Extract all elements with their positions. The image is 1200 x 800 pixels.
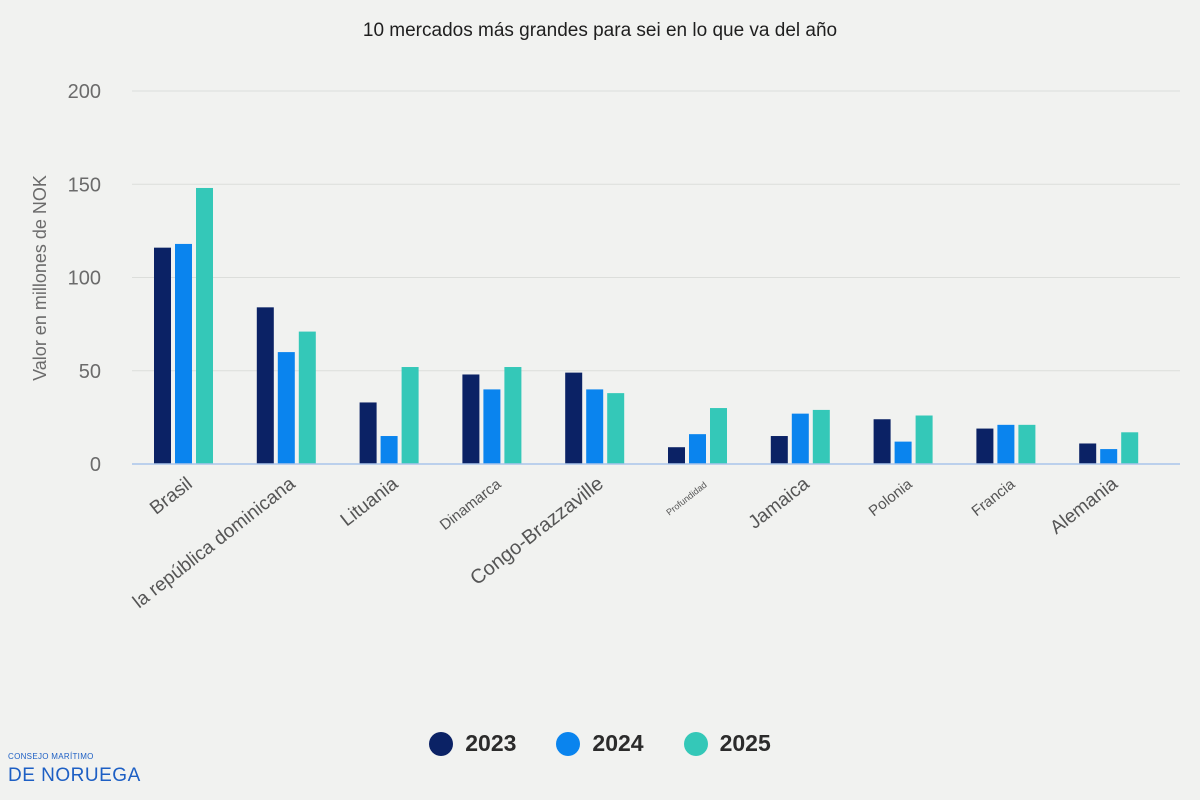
- bar-2023[interactable]: [668, 447, 685, 464]
- x-tick-label: Brasil: [146, 473, 196, 519]
- x-tick-label: Lituania: [337, 473, 403, 531]
- x-tick-label: Francia: [968, 475, 1018, 520]
- legend-label: 2025: [719, 730, 771, 756]
- bar-2024[interactable]: [175, 243, 192, 464]
- bar-2024[interactable]: [1100, 449, 1118, 464]
- bar-2025[interactable]: [915, 415, 933, 464]
- x-tick-label: la república dominicana: [129, 473, 300, 613]
- y-axis-label: Valor en millones de NOK: [30, 175, 50, 381]
- bar-2023[interactable]: [976, 428, 994, 464]
- bar-2023[interactable]: [154, 247, 171, 464]
- legend-item-2024[interactable]: 2024: [556, 730, 644, 757]
- bar-2025[interactable]: [196, 187, 213, 465]
- y-tick-label: 200: [68, 81, 101, 103]
- y-tick-label: 50: [79, 361, 101, 383]
- legend-swatch: [683, 731, 708, 756]
- bar-2023[interactable]: [359, 402, 377, 464]
- logo-line-1: CONSEJO MARÍTIMO: [8, 752, 94, 761]
- bar-2023[interactable]: [1079, 443, 1097, 464]
- bar-2023[interactable]: [462, 374, 480, 464]
- y-tick-label: 100: [68, 268, 101, 290]
- x-tick-label: Polonia: [866, 475, 916, 520]
- x-tick-label: Jamaica: [745, 473, 814, 533]
- legend-label: 2024: [592, 730, 644, 756]
- chart-title: 10 mercados más grandes para sei en lo q…: [362, 20, 838, 41]
- x-tick-label: Profundidad: [664, 480, 708, 518]
- bar-2024[interactable]: [689, 434, 706, 464]
- bar-2023[interactable]: [770, 436, 788, 464]
- bars: [154, 187, 1139, 465]
- bar-2024[interactable]: [483, 389, 501, 464]
- bar-2025[interactable]: [504, 367, 522, 464]
- legend-label: 2023: [465, 730, 517, 756]
- bar-2024[interactable]: [586, 389, 604, 464]
- bar-2023[interactable]: [565, 372, 583, 464]
- bar-2024[interactable]: [791, 413, 809, 464]
- bar-2025[interactable]: [607, 393, 625, 464]
- legend-swatch: [556, 731, 581, 756]
- bar-2025[interactable]: [1018, 424, 1036, 464]
- bar-2025[interactable]: [401, 367, 419, 464]
- y-tick-label: 0: [90, 454, 101, 476]
- y-tick-label: 150: [68, 174, 101, 196]
- bar-2024[interactable]: [380, 436, 398, 464]
- bar-2024[interactable]: [277, 352, 295, 464]
- bar-2024[interactable]: [894, 441, 912, 464]
- bar-2025[interactable]: [812, 409, 830, 464]
- logo: CONSEJO MARÍTIMO DE NORUEGA: [8, 752, 141, 787]
- bar-2023[interactable]: [256, 307, 274, 464]
- legend-swatch: [429, 731, 454, 756]
- bar-2023[interactable]: [873, 419, 891, 464]
- axes: 0 50 100 150 200: [68, 81, 1180, 476]
- bar-2025[interactable]: [1121, 432, 1139, 464]
- legend-item-2025[interactable]: 2025: [683, 730, 771, 757]
- x-tick-label: Dinamarca: [437, 475, 505, 533]
- bar-2025[interactable]: [298, 331, 316, 464]
- bar-2025[interactable]: [710, 408, 727, 464]
- legend-item-2023[interactable]: 2023: [429, 730, 516, 757]
- bar-2024[interactable]: [997, 424, 1015, 464]
- logo-line-2: DE NORUEGA: [8, 765, 141, 786]
- legend: 2023 2024 2025: [0, 730, 1200, 757]
- x-tick-label: Alemania: [1046, 473, 1122, 539]
- grid-lines: [132, 90, 1180, 372]
